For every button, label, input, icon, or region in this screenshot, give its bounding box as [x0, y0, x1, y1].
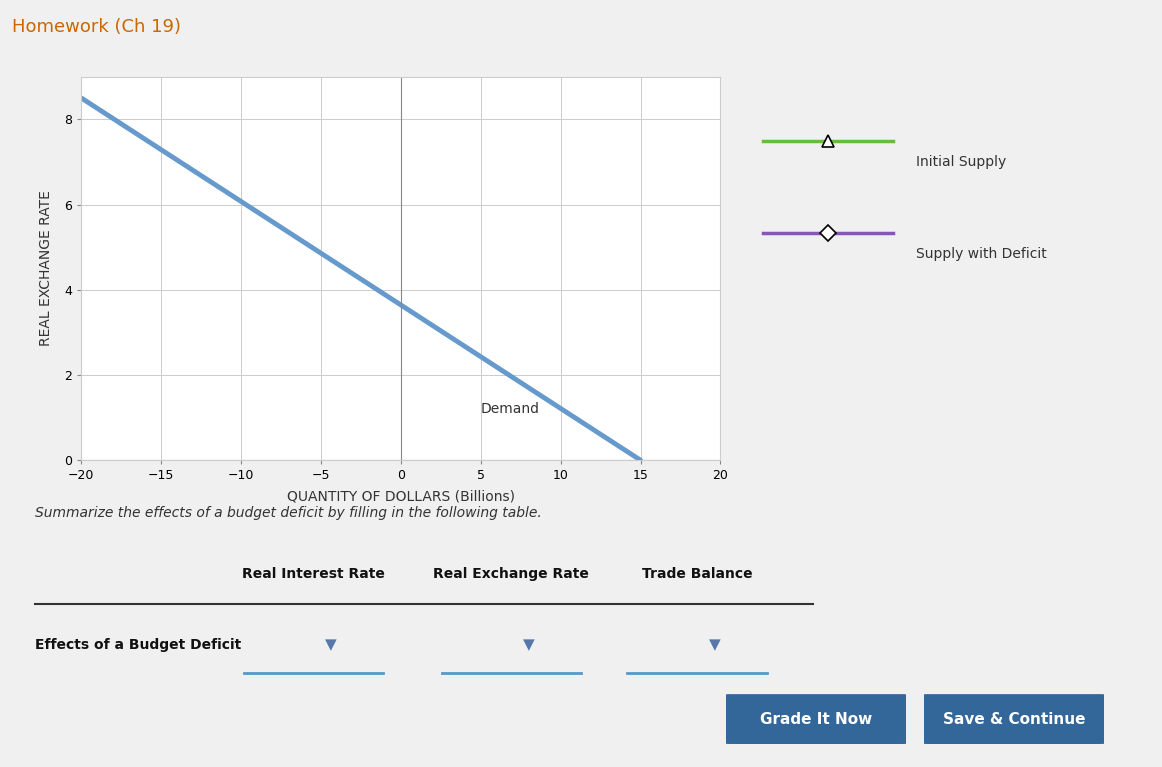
Y-axis label: REAL EXCHANGE RATE: REAL EXCHANGE RATE [40, 190, 53, 347]
Text: Real Exchange Rate: Real Exchange Rate [433, 567, 589, 581]
Text: ▼: ▼ [709, 637, 720, 653]
Text: Demand: Demand [481, 403, 540, 416]
Text: Grade It Now: Grade It Now [760, 712, 873, 726]
FancyBboxPatch shape [720, 694, 912, 744]
Text: Summarize the effects of a budget deficit by filling in the following table.: Summarize the effects of a budget defici… [35, 506, 541, 520]
Text: Supply with Deficit: Supply with Deficit [916, 247, 1047, 261]
Text: Effects of a Budget Deficit: Effects of a Budget Deficit [35, 638, 241, 652]
X-axis label: QUANTITY OF DOLLARS (Billions): QUANTITY OF DOLLARS (Billions) [287, 489, 515, 503]
Text: Save & Continue: Save & Continue [942, 712, 1085, 726]
Text: Initial Supply: Initial Supply [916, 155, 1006, 169]
Text: Real Interest Rate: Real Interest Rate [243, 567, 385, 581]
Text: ▼: ▼ [325, 637, 337, 653]
Text: ▼: ▼ [523, 637, 535, 653]
FancyBboxPatch shape [918, 694, 1110, 744]
Text: Homework (Ch 19): Homework (Ch 19) [12, 18, 180, 36]
Text: Trade Balance: Trade Balance [641, 567, 753, 581]
